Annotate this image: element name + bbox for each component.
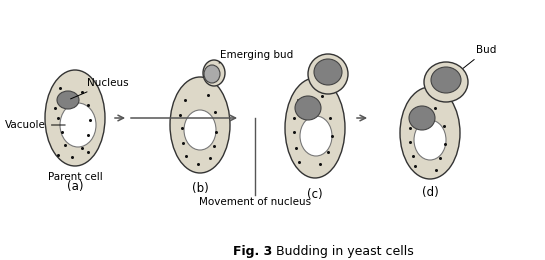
Text: Bud: Bud bbox=[463, 45, 496, 68]
Ellipse shape bbox=[57, 91, 79, 109]
Text: (b): (b) bbox=[192, 182, 208, 195]
Ellipse shape bbox=[414, 120, 446, 160]
Ellipse shape bbox=[184, 110, 216, 150]
Text: (d): (d) bbox=[422, 186, 438, 199]
Ellipse shape bbox=[295, 96, 321, 120]
Text: Emerging bud: Emerging bud bbox=[219, 50, 293, 63]
Text: (a): (a) bbox=[66, 180, 83, 193]
Text: Vacuole: Vacuole bbox=[5, 120, 65, 130]
Text: Parent cell: Parent cell bbox=[47, 172, 102, 182]
Text: Nucleus: Nucleus bbox=[70, 78, 129, 99]
Ellipse shape bbox=[203, 60, 225, 86]
Ellipse shape bbox=[285, 78, 345, 178]
Ellipse shape bbox=[431, 67, 461, 93]
Ellipse shape bbox=[400, 87, 460, 179]
Ellipse shape bbox=[60, 103, 96, 147]
Text: Budding in yeast cells: Budding in yeast cells bbox=[272, 245, 414, 258]
Ellipse shape bbox=[300, 116, 332, 156]
Text: Movement of nucleus: Movement of nucleus bbox=[199, 197, 311, 207]
Ellipse shape bbox=[170, 77, 230, 173]
Ellipse shape bbox=[424, 62, 468, 102]
Text: (c): (c) bbox=[307, 188, 323, 201]
Ellipse shape bbox=[314, 59, 342, 85]
Ellipse shape bbox=[204, 65, 220, 83]
Ellipse shape bbox=[45, 70, 105, 166]
Ellipse shape bbox=[409, 106, 435, 130]
Text: Fig. 3: Fig. 3 bbox=[233, 245, 272, 258]
Ellipse shape bbox=[308, 54, 348, 94]
